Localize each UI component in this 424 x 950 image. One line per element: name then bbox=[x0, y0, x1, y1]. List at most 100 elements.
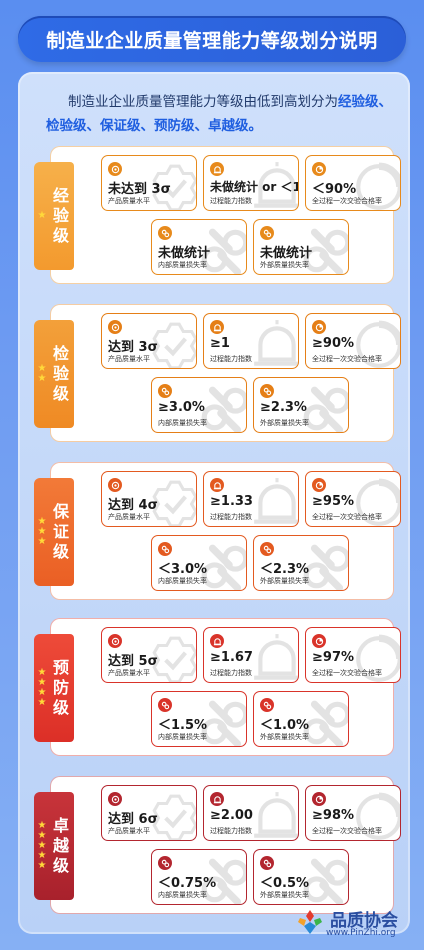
star-icon: ★ bbox=[37, 363, 47, 374]
pass-rate-label: 全过程一次交验合格率 bbox=[312, 197, 382, 205]
process-capability-icon bbox=[210, 162, 224, 176]
external-loss-value: ＜1.0% bbox=[260, 718, 310, 733]
external-loss-value: ≥2.3% bbox=[260, 400, 307, 415]
process-capability-label: 过程能力指数 bbox=[210, 513, 252, 521]
pass-rate-decor-icon bbox=[356, 634, 400, 682]
quality-level-icon bbox=[108, 634, 122, 648]
pass-rate-icon bbox=[312, 320, 326, 334]
quality-level-value: 达到 4σ bbox=[108, 498, 158, 513]
pass-rate-decor-icon bbox=[356, 792, 400, 840]
star-icon: ★ bbox=[37, 677, 47, 688]
pass-rate-value: ≥98% bbox=[312, 808, 355, 823]
level-stars: ★ bbox=[36, 211, 48, 221]
pass-rate-label: 全过程一次交验合格率 bbox=[312, 355, 382, 363]
watermark-name: 品质协会 bbox=[330, 911, 398, 931]
intro-sep: 。 bbox=[248, 118, 263, 134]
quality-level-decor-icon bbox=[152, 164, 196, 210]
title-banner: 制造业企业质量管理能力等级划分说明 bbox=[18, 16, 406, 62]
quality-level-icon bbox=[108, 478, 122, 492]
intro-sep: 、 bbox=[86, 118, 101, 134]
star-icon: ★ bbox=[37, 860, 47, 871]
process-capability-value: ≥1.33 bbox=[210, 494, 253, 509]
intro-sep: 、 bbox=[140, 118, 155, 134]
intro-level-1: 检验级 bbox=[46, 118, 87, 134]
internal-loss-decor-icon bbox=[201, 700, 246, 746]
star-icon: ★ bbox=[37, 830, 47, 841]
star-icon: ★ bbox=[37, 536, 47, 547]
level-stars: ★ ★ ★ ★ bbox=[36, 668, 48, 708]
metric-internal-loss: ＜0.75% 内部质量损失率 bbox=[151, 849, 247, 905]
pass-rate-icon bbox=[312, 634, 326, 648]
pinzhi-logo-icon bbox=[298, 910, 322, 934]
quality-level-value: 达到 5σ bbox=[108, 654, 158, 669]
pass-rate-icon bbox=[312, 792, 326, 806]
pass-rate-value: ≥95% bbox=[312, 494, 355, 509]
page-title: 制造业企业质量管理能力等级划分说明 bbox=[46, 29, 378, 52]
level-block: 未达到 3σ 产品质量水平 未做统计 or ＜1 过程能力指数 ＜90% 全过程一次交验合… bbox=[34, 146, 401, 284]
external-loss-decor-icon bbox=[303, 228, 348, 274]
metric-process-capability: ≥1.33 过程能力指数 bbox=[203, 471, 299, 527]
internal-loss-value: ≥3.0% bbox=[158, 400, 205, 415]
process-capability-label: 过程能力指数 bbox=[210, 669, 252, 677]
level-stars: ★ ★ bbox=[36, 364, 48, 384]
intro-sep: 、 bbox=[194, 118, 209, 134]
process-capability-value: ≥2.00 bbox=[210, 808, 253, 823]
level-card: 达到 6σ 产品质量水平 ≥2.00 过程能力指数 ≥98% 全过程一次交验合格率 ＜0.7… bbox=[50, 776, 401, 914]
external-loss-value: 未做统计 bbox=[260, 246, 313, 261]
external-loss-decor-icon bbox=[303, 700, 348, 746]
metric-external-loss: ＜2.3% 外部质量损失率 bbox=[253, 535, 349, 591]
process-capability-icon bbox=[210, 320, 224, 334]
quality-level-decor-icon bbox=[152, 322, 196, 368]
external-loss-label: 外部质量损失率 bbox=[260, 419, 309, 427]
internal-loss-decor-icon bbox=[201, 386, 246, 432]
internal-loss-icon bbox=[158, 856, 172, 870]
pass-rate-label: 全过程一次交验合格率 bbox=[312, 827, 382, 835]
process-capability-decor-icon bbox=[254, 634, 298, 680]
metric-internal-loss: 未做统计 内部质量损失率 bbox=[151, 219, 247, 275]
quality-level-label: 产品质量水平 bbox=[108, 669, 150, 677]
metric-internal-loss: ≥3.0% 内部质量损失率 bbox=[151, 377, 247, 433]
intro-level-3: 预防级 bbox=[154, 118, 195, 134]
level-tab: ★ ★ 检验级 bbox=[34, 320, 74, 428]
metric-quality-level: 达到 3σ 产品质量水平 bbox=[101, 313, 197, 369]
process-capability-decor-icon bbox=[254, 478, 298, 524]
level-name: 经验级 bbox=[52, 186, 69, 245]
level-card: 达到 4σ 产品质量水平 ≥1.33 过程能力指数 ≥95% 全过程一次交验合格率 ＜3.0… bbox=[50, 462, 401, 600]
star-icon: ★ bbox=[37, 667, 47, 678]
pass-rate-icon bbox=[312, 162, 326, 176]
intro-level-4: 卓越级 bbox=[208, 118, 249, 134]
star-icon: ★ bbox=[37, 210, 47, 221]
star-icon: ★ bbox=[37, 840, 47, 851]
internal-loss-icon bbox=[158, 384, 172, 398]
quality-level-value: 达到 6σ bbox=[108, 812, 158, 827]
internal-loss-decor-icon bbox=[201, 858, 246, 904]
internal-loss-icon bbox=[158, 226, 172, 240]
level-block: 达到 5σ 产品质量水平 ≥1.67 过程能力指数 ≥97% 全过程一次交验合格率 ＜1.5… bbox=[34, 618, 401, 756]
level-stars: ★ ★ ★ bbox=[36, 517, 48, 547]
level-name: 检验级 bbox=[52, 344, 69, 403]
level-stars: ★ ★ ★ ★ ★ bbox=[36, 821, 48, 871]
level-tab: ★ ★ ★ ★ ★ 卓越级 bbox=[34, 792, 74, 900]
metric-process-capability: 未做统计 or ＜1 过程能力指数 bbox=[203, 155, 299, 211]
external-loss-icon bbox=[260, 226, 274, 240]
level-card: 达到 3σ 产品质量水平 ≥1 过程能力指数 ≥90% 全过程一次交验合格率 ≥3.0% 内部… bbox=[50, 304, 401, 442]
metric-process-capability: ≥2.00 过程能力指数 bbox=[203, 785, 299, 841]
external-loss-decor-icon bbox=[303, 544, 348, 590]
internal-loss-decor-icon bbox=[201, 228, 246, 274]
quality-level-icon bbox=[108, 320, 122, 334]
internal-loss-label: 内部质量损失率 bbox=[158, 419, 207, 427]
pass-rate-label: 全过程一次交验合格率 bbox=[312, 513, 382, 521]
watermark-url: www.PinZhi.org bbox=[326, 928, 396, 938]
metric-pass-rate: ≥90% 全过程一次交验合格率 bbox=[305, 313, 401, 369]
metric-pass-rate: ≥95% 全过程一次交验合格率 bbox=[305, 471, 401, 527]
internal-loss-value: ＜1.5% bbox=[158, 718, 208, 733]
star-icon: ★ bbox=[37, 820, 47, 831]
intro-lead: 制造业企业质量管理能力等级由低到高划分为 bbox=[68, 94, 338, 110]
internal-loss-value: ＜0.75% bbox=[158, 876, 217, 891]
internal-loss-label: 内部质量损失率 bbox=[158, 577, 207, 585]
pass-rate-icon bbox=[312, 478, 326, 492]
process-capability-icon bbox=[210, 478, 224, 492]
level-tab: ★ ★ ★ 保证级 bbox=[34, 478, 74, 586]
pass-rate-decor-icon bbox=[356, 320, 400, 368]
internal-loss-decor-icon bbox=[201, 544, 246, 590]
